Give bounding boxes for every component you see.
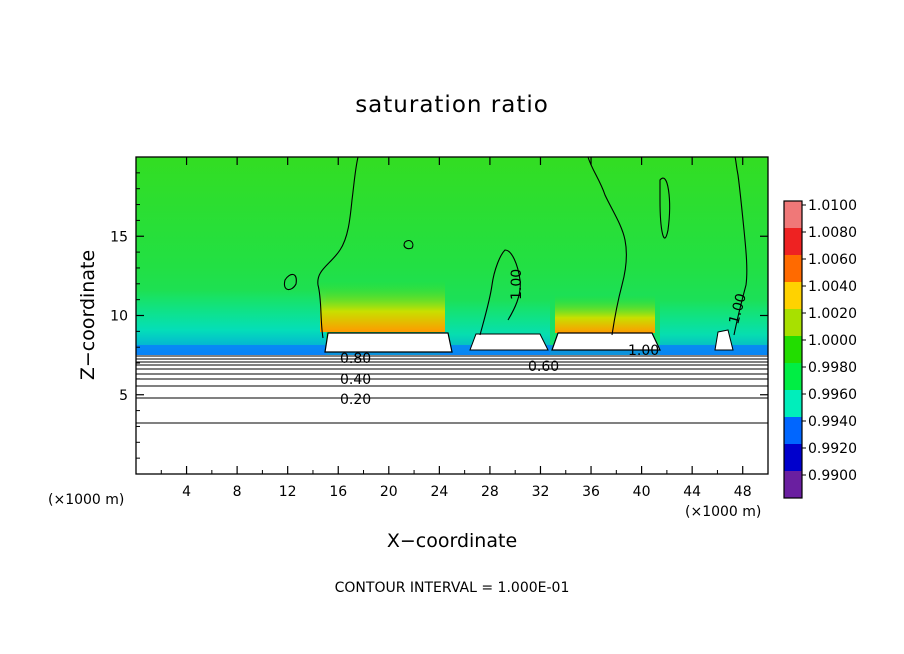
colorbar-swatch <box>784 417 802 444</box>
subsaturated-region <box>136 355 768 474</box>
contour-interval-note: CONTOUR INTERVAL = 1.000E-01 <box>335 580 570 596</box>
x-tick-label: 24 <box>430 484 448 500</box>
colorbar-label: 1.0100 <box>808 198 857 214</box>
colorbar-swatch <box>784 471 802 498</box>
colorbar-label: 1.0080 <box>808 225 857 241</box>
colorbar-swatch <box>784 201 802 228</box>
x-tick-label: 12 <box>279 484 297 500</box>
x-tick-label: 36 <box>582 484 600 500</box>
x-axis-label: X−coordinate <box>387 530 517 552</box>
colorbar-swatch <box>784 336 802 363</box>
y-unit-label: (×1000 m) <box>48 492 124 508</box>
y-axis: 5 10 15 <box>110 172 768 459</box>
contour-label-group: 0.80 0.40 0.20 0.60 1.00 1.00 1.00 <box>340 269 750 408</box>
x-tick-label: 8 <box>233 484 242 500</box>
colorbar-swatch <box>784 309 802 336</box>
colorbar-swatch <box>784 390 802 417</box>
x-tick-label: 16 <box>329 484 347 500</box>
colorbar-swatch <box>784 228 802 255</box>
colorbar-swatch <box>784 363 802 390</box>
colorbar-label: 1.0040 <box>808 279 857 295</box>
colorbar-label: 1.0000 <box>808 333 857 349</box>
colorbar-label: 0.9920 <box>808 441 857 457</box>
chart-title: saturation ratio <box>355 92 549 118</box>
colorbar-label: 0.9940 <box>808 414 857 430</box>
plot-area <box>136 156 768 474</box>
contour-label: 1.00 <box>726 292 750 326</box>
x-tick-label: 28 <box>481 484 499 500</box>
x-tick-label: 32 <box>532 484 550 500</box>
x-unit-label: (×1000 m) <box>685 504 761 520</box>
x-tick-label: 20 <box>380 484 398 500</box>
contour-label: 0.20 <box>340 392 371 408</box>
x-tick-label: 40 <box>633 484 651 500</box>
colorbar-swatch <box>784 444 802 471</box>
x-tick-label: 4 <box>182 484 191 500</box>
y-axis-label: Z−coordinate <box>77 250 99 380</box>
colorbar-label: 0.9980 <box>808 360 857 376</box>
colorbar-swatch <box>784 255 802 282</box>
colorbar-label: 1.0020 <box>808 306 857 322</box>
y-tick-label: 5 <box>119 388 128 404</box>
colorbar-label: 0.9960 <box>808 387 857 403</box>
y-tick-label: 15 <box>110 229 128 245</box>
colorbar-label: 1.0060 <box>808 252 857 268</box>
x-axis: 4 8 12 16 20 24 28 32 36 40 44 48 <box>160 157 752 500</box>
contour-label: 0.40 <box>340 372 371 388</box>
colorbar-swatch <box>784 282 802 309</box>
x-tick-label: 48 <box>734 484 752 500</box>
contour-label: 0.60 <box>528 359 559 375</box>
x-tick-label: 44 <box>683 484 701 500</box>
contour-label: 1.00 <box>509 269 525 300</box>
contour-label: 1.00 <box>628 343 659 359</box>
contour-label: 0.80 <box>340 351 371 367</box>
colorbar-label: 0.9900 <box>808 468 857 484</box>
colorbar: 1.0100 1.0080 1.0060 1.0040 1.0020 1.0000 0.99… <box>783 198 857 499</box>
colorbar-frame <box>783 200 803 499</box>
contour-lines <box>136 156 768 424</box>
y-tick-label: 10 <box>110 309 128 325</box>
